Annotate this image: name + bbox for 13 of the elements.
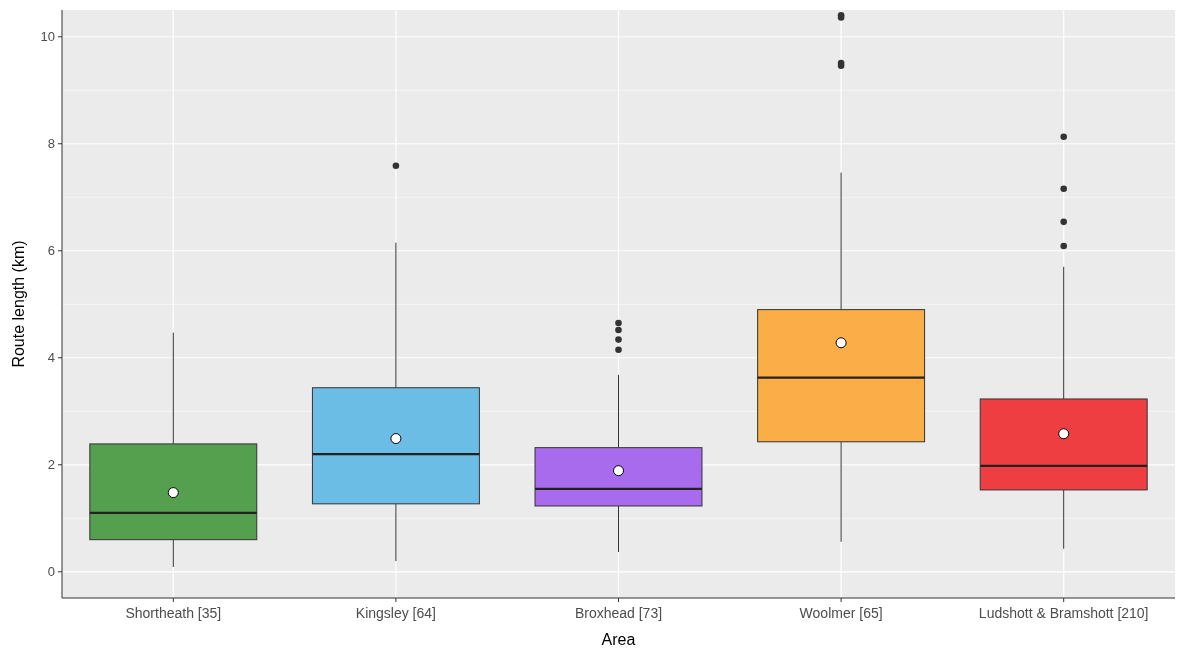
y-tick-label: 0 bbox=[47, 564, 55, 580]
y-tick-label: 2 bbox=[47, 457, 55, 473]
x-tick-label: Shortheath [35] bbox=[125, 605, 222, 621]
y-tick-label: 10 bbox=[40, 29, 55, 45]
x-tick-label: Ludshott & Bramshott [210] bbox=[978, 605, 1149, 621]
x-tick-label: Woolmer [65] bbox=[799, 605, 883, 621]
x-tick-label: Broxhead [73] bbox=[574, 605, 663, 621]
y-tick-label: 8 bbox=[47, 136, 55, 152]
y-axis-title: Route length (km) bbox=[10, 240, 27, 368]
y-tick-label: 6 bbox=[47, 243, 55, 259]
x-axis-title: Area bbox=[601, 631, 636, 648]
x-tick-label: Kingsley [64] bbox=[355, 605, 436, 621]
y-tick-label: 4 bbox=[47, 350, 55, 366]
